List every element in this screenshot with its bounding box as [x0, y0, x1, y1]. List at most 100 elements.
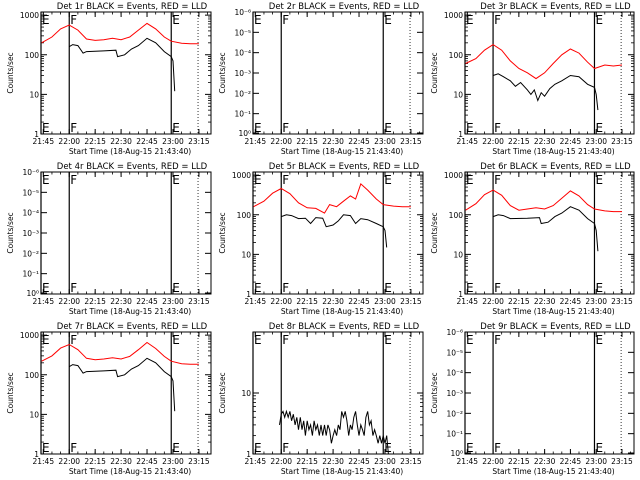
time-marker-label-bottom: E — [172, 441, 180, 455]
x-tick-label: 22:00 — [482, 297, 504, 306]
x-tick-label: 22:45 — [348, 137, 370, 146]
plot-frame — [40, 331, 212, 455]
time-marker-label-top: E — [172, 173, 180, 187]
x-tick-label: 22:30 — [110, 297, 132, 306]
panel-title: Det 6r BLACK = Events, RED = LLD — [480, 162, 631, 172]
x-tick-label: 23:00 — [585, 297, 607, 306]
time-marker-label-bottom: E — [595, 121, 603, 135]
x-axis-label: Start Time (18-Aug-15 21:43:40) — [281, 467, 403, 476]
series-events-black — [492, 206, 599, 252]
x-tick-label: 23:00 — [162, 137, 184, 146]
x-tick-label: 22:30 — [534, 457, 556, 466]
time-marker-label-top: E — [254, 13, 262, 27]
time-marker-label-bottom: E — [466, 121, 474, 135]
time-marker-label-bottom: F — [494, 121, 501, 135]
y-tick-label: 1000 — [444, 171, 463, 180]
time-marker-label-top: E — [384, 333, 392, 347]
y-tick-label: 10 — [29, 410, 39, 419]
x-tick-label: 23:00 — [374, 297, 396, 306]
x-tick-label: 23:00 — [585, 457, 607, 466]
x-tick-label: 22:00 — [270, 457, 292, 466]
x-tick-label: 22:30 — [322, 297, 344, 306]
time-marker-label-bottom: F — [70, 441, 77, 455]
x-tick-label: 23:15 — [188, 297, 210, 306]
x-tick-label: 21:45 — [244, 297, 266, 306]
time-marker-label-bottom: E — [254, 121, 262, 135]
time-marker-label-bottom: F — [70, 121, 77, 135]
time-marker-label-top: F — [70, 173, 77, 187]
y-axis-label: Counts/sec — [430, 212, 439, 253]
y-tick-label: 1 — [246, 450, 251, 459]
x-tick-label: 23:00 — [374, 457, 396, 466]
x-tick-label: 23:15 — [188, 137, 210, 146]
x-tick-label: 23:15 — [611, 297, 633, 306]
time-marker-label-top: E — [42, 173, 50, 187]
x-tick-label: 22:30 — [322, 137, 344, 146]
x-axis-label: Start Time (18-Aug-15 21:43:40) — [281, 307, 403, 316]
x-tick-label: 21:45 — [456, 137, 478, 146]
x-tick-label: 21:45 — [32, 297, 54, 306]
plot-frame — [464, 11, 635, 135]
y-tick-label: 1000 — [232, 171, 251, 180]
time-marker-label-top: F — [494, 13, 501, 27]
x-axis-label: Start Time (18-Aug-15 21:43:40) — [69, 147, 191, 156]
time-marker-label-bottom: E — [42, 121, 50, 135]
y-tick-label: 10⁰ — [238, 129, 251, 138]
plot-frame — [464, 171, 635, 295]
x-axis-label: Start Time (18-Aug-15 21:43:40) — [69, 467, 191, 476]
y-tick-label: 10 — [453, 250, 463, 259]
y-tick-label: 10 — [241, 250, 251, 259]
series-events-black — [279, 409, 389, 455]
plot-frame — [252, 11, 424, 135]
x-axis-label: Start Time (18-Aug-15 21:43:40) — [492, 307, 614, 316]
x-tick-label: 23:15 — [188, 457, 210, 466]
series-lld-red — [253, 183, 411, 214]
panel-title: Det 7r BLACK = Events, RED = LLD — [57, 322, 208, 332]
time-marker-label-top: E — [466, 13, 474, 27]
panel-det-9: Det 9r BLACK = Events, RED = LLD 10⁰ 10⁻¹ 1… — [430, 322, 635, 476]
time-marker-label-bottom: F — [282, 441, 289, 455]
series-lld-red — [41, 22, 199, 45]
time-marker-label-top: E — [466, 173, 474, 187]
time-marker-label-bottom: E — [595, 441, 603, 455]
x-tick-label: 22:00 — [482, 457, 504, 466]
panel-title: Det 3r BLACK = Events, RED = LLD — [480, 2, 631, 12]
x-tick-label: 22:00 — [482, 137, 504, 146]
x-tick-label: 22:45 — [348, 297, 370, 306]
time-marker-label-top: E — [42, 13, 50, 27]
x-tick-label: 23:00 — [585, 137, 607, 146]
time-marker-label-top: E — [384, 173, 392, 187]
x-tick-label: 21:45 — [244, 457, 266, 466]
series-events-black — [281, 214, 388, 248]
time-marker-label-top: E — [254, 173, 262, 187]
time-marker-label-top: E — [254, 333, 262, 347]
time-marker-label-top: E — [172, 13, 180, 27]
x-axis-label: Start Time (18-Aug-15 21:43:40) — [281, 147, 403, 156]
x-tick-label: 23:00 — [374, 137, 396, 146]
x-tick-label: 23:15 — [611, 457, 633, 466]
time-marker-label-top: F — [494, 333, 501, 347]
y-tick-label: 1 — [458, 290, 463, 299]
time-marker-label-top: F — [70, 333, 77, 347]
y-tick-label: 10⁻² — [234, 89, 251, 98]
time-marker-label-top: E — [595, 13, 603, 27]
time-marker-label-bottom: E — [384, 121, 392, 135]
time-marker-label-bottom: E — [466, 441, 474, 455]
y-tick-label: 10 — [453, 90, 463, 99]
x-tick-label: 22:15 — [508, 137, 530, 146]
time-marker-label-bottom: E — [172, 281, 180, 295]
y-tick-label: 1 — [34, 130, 39, 139]
y-tick-label: 10⁻⁴ — [446, 369, 463, 378]
time-marker-label-top: F — [494, 173, 501, 187]
panel-title: Det 9r BLACK = Events, RED = LLD — [480, 322, 631, 332]
y-tick-label: 10⁻⁶ — [234, 8, 251, 17]
y-tick-label: 100 — [449, 211, 464, 220]
y-tick-label: 100 — [449, 51, 464, 60]
y-tick-label: 100 — [25, 51, 40, 60]
time-marker-label-bottom: E — [254, 441, 262, 455]
series-events-black — [68, 37, 176, 92]
time-marker-label-bottom: E — [466, 281, 474, 295]
y-tick-label: 10 — [29, 90, 39, 99]
x-tick-label: 22:45 — [560, 137, 582, 146]
